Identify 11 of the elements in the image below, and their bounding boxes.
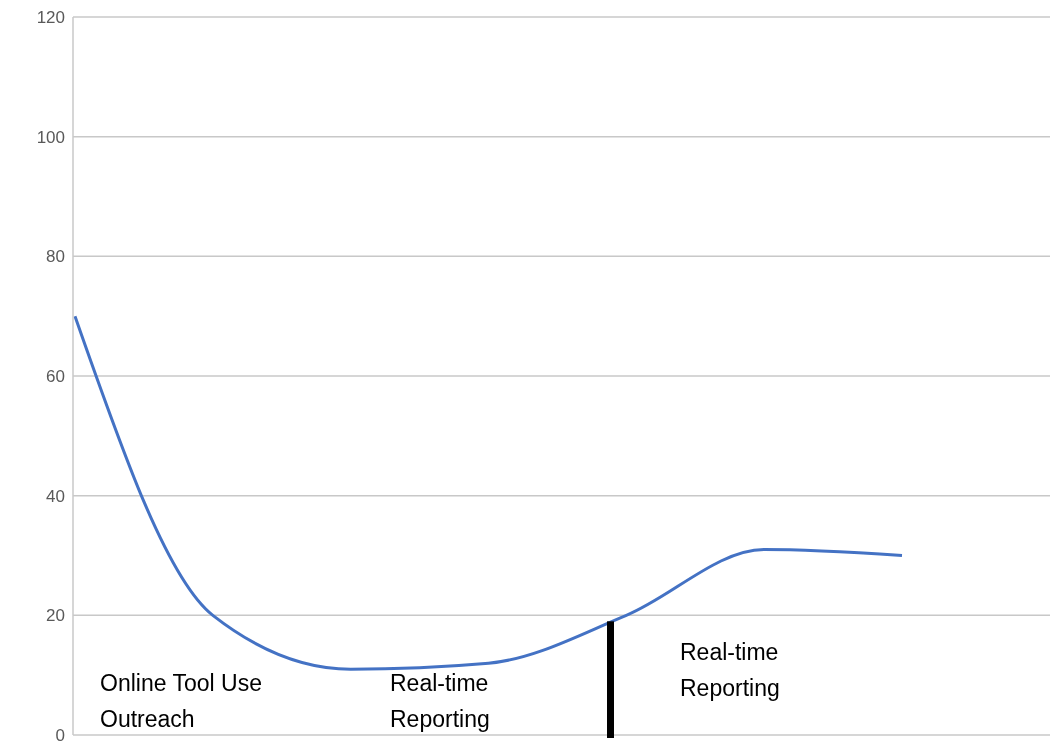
y-tick-label: 100 <box>36 127 65 147</box>
y-tick-label: 20 <box>46 606 65 626</box>
y-tick-label: 120 <box>36 8 65 28</box>
line-series <box>73 314 904 671</box>
y-tick-label: 60 <box>46 367 65 387</box>
annotation: Real-time Reporting <box>680 638 780 703</box>
y-tick-label: 80 <box>46 247 65 267</box>
annotation: Online Tool Use Outreach <box>100 669 262 734</box>
annotation: Real-time Reporting <box>390 669 490 734</box>
y-tick-label: 40 <box>46 486 65 506</box>
y-tick-label: 0 <box>55 726 65 743</box>
